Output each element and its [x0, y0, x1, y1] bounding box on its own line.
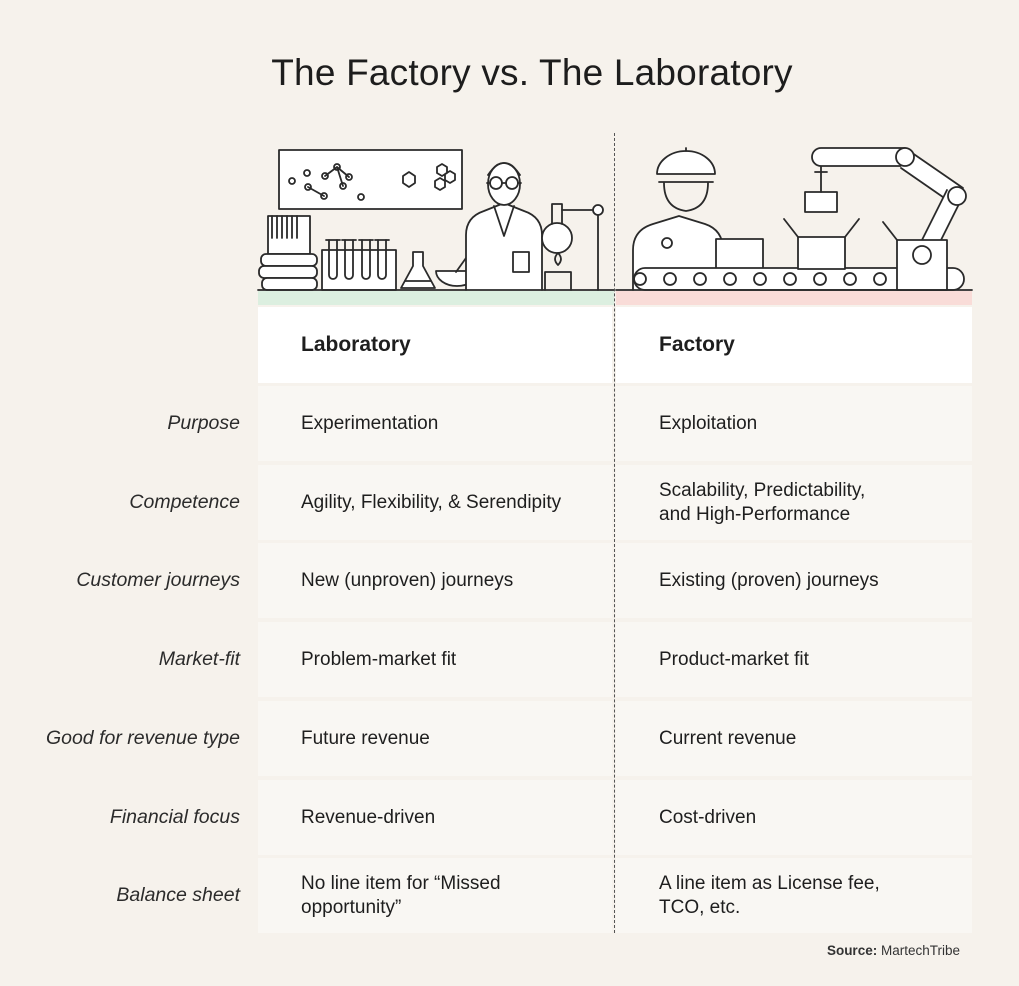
laboratory-cell: Experimentation: [258, 386, 612, 461]
row-label: Financial focus: [109, 806, 240, 828]
laboratory-cell: Problem-market fit: [258, 622, 612, 697]
row-label: Balance sheet: [116, 884, 240, 906]
laboratory-cell: Future revenue: [258, 701, 612, 776]
laboratory-scientist-illustration: [257, 147, 973, 291]
factory-cell: Exploitation: [616, 386, 972, 461]
factory-cell: Current revenue: [616, 701, 972, 776]
row-label: Customer journeys: [76, 569, 240, 591]
factory-cell: Scalability, Predictability, and High-Pe…: [616, 465, 972, 540]
factory-cell: Product-market fit: [616, 622, 972, 697]
row-label: Purpose: [167, 412, 240, 434]
laboratory-cell: No line item for “Missed opportunity”: [258, 858, 612, 933]
row-label: Competence: [129, 491, 240, 513]
source-label: Source:: [826, 943, 878, 958]
row-label: Market-fit: [158, 648, 240, 670]
factory-cell: Cost-driven: [616, 780, 972, 855]
laboratory-cell: Agility, Flexibility, & Serendipity: [258, 465, 612, 540]
factory-cell: A line item as License fee, TCO, etc.: [616, 858, 972, 933]
column-divider: [614, 133, 615, 933]
page-title: The Factory vs. The Laboratory: [271, 52, 793, 93]
laboratory-cell: New (unproven) journeys: [258, 543, 612, 618]
laboratory-cell: Revenue-driven: [258, 780, 612, 855]
laboratory-color-band: [258, 291, 614, 305]
factory-column-header: Factory: [616, 307, 972, 383]
factory-color-band: [616, 291, 972, 305]
row-label: Good for revenue type: [45, 727, 240, 749]
factory-cell: Existing (proven) journeys: [616, 543, 972, 618]
source-value: MartechTribe: [880, 943, 960, 958]
laboratory-column-header: Laboratory: [258, 307, 612, 383]
source-credit: Source: MartechTribe: [827, 943, 960, 958]
